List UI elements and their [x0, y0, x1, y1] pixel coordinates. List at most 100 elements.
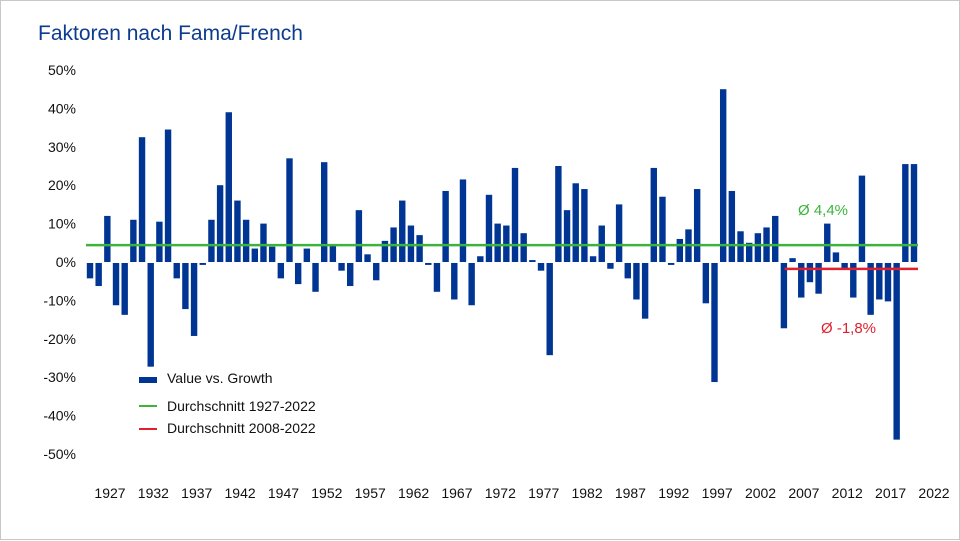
- bar-1976: [511, 167, 519, 262]
- bar-1974: [494, 223, 501, 262]
- bar-1929: [104, 215, 111, 262]
- bar-1928: [95, 263, 102, 287]
- bar-1954: [320, 162, 328, 262]
- bar-1972: [477, 256, 484, 262]
- bar-1987: [607, 263, 614, 269]
- bar-2008: [789, 258, 796, 262]
- bar-2016: [858, 175, 866, 262]
- bar-2006: [772, 215, 779, 262]
- bar-1983: [572, 183, 579, 262]
- bar-1997: [693, 189, 701, 262]
- x-tick-label: 1947: [268, 485, 299, 501]
- y-axis: 50% 40% 30% 20% 10% 0% -10% -20% -30% -40% -50%: [43, 62, 76, 462]
- bar-1946: [251, 248, 258, 262]
- bar-2000: [719, 89, 727, 262]
- bar-1982: [563, 210, 571, 262]
- bar-1955: [329, 244, 337, 262]
- bar-2015: [850, 263, 857, 298]
- legend-label-avg-recent: Durchschnitt 2008-2022: [167, 420, 316, 436]
- bar-1968: [442, 190, 449, 262]
- x-tick-label: 2022: [918, 485, 949, 501]
- bar-1958: [355, 210, 363, 262]
- bar-1981: [555, 166, 562, 262]
- x-tick-label: 1977: [528, 485, 559, 501]
- bar-2018: [876, 263, 883, 300]
- bar-1951: [294, 263, 302, 285]
- y-tick-label: -50%: [43, 446, 76, 462]
- bar-1969: [451, 263, 458, 300]
- bar-1953: [312, 263, 319, 292]
- y-tick-label: 30%: [48, 139, 76, 155]
- bar-1994: [667, 263, 675, 265]
- x-tick-label: 1952: [311, 485, 342, 501]
- bar-1931: [121, 263, 128, 315]
- bar-1947: [260, 223, 267, 262]
- bar-1985: [589, 256, 597, 262]
- bar-1934: [147, 263, 154, 367]
- bar-2009: [798, 263, 805, 298]
- bar-1937: [173, 263, 180, 279]
- x-tick-label: 2012: [832, 485, 863, 501]
- bar-2002: [737, 231, 744, 262]
- x-tick-label: 1962: [398, 485, 429, 501]
- bar-1956: [338, 263, 345, 271]
- bar-1991: [641, 263, 649, 319]
- y-tick-label: 20%: [48, 177, 76, 193]
- x-tick-label: 1967: [441, 485, 472, 501]
- bar-2003: [746, 242, 753, 262]
- x-tick-label: 1987: [615, 485, 646, 501]
- bar-1942: [216, 185, 224, 262]
- bar-1979: [537, 263, 545, 271]
- legend-label-value-vs-growth: Value vs. Growth: [167, 370, 273, 386]
- avg-label-1927-2022: Ø 4,4%: [798, 202, 848, 219]
- bar-1999: [711, 263, 718, 383]
- bar-1943: [225, 112, 232, 263]
- y-tick-label: 0%: [56, 254, 76, 270]
- bar-1998: [702, 263, 710, 304]
- avg-label-2008-2022: Ø -1,8%: [821, 320, 876, 337]
- bar-1965: [416, 235, 423, 262]
- bar-1995: [676, 238, 684, 262]
- bar-1932: [130, 219, 137, 262]
- bar-1977: [520, 233, 527, 262]
- bar-1971: [468, 263, 475, 306]
- bar-1964: [407, 225, 415, 262]
- x-tick-label: 1992: [658, 485, 689, 501]
- bar-1949: [277, 263, 285, 279]
- bar-1950: [286, 158, 293, 262]
- bar-1963: [399, 200, 406, 262]
- bar-1948: [268, 246, 276, 262]
- bar-1989: [624, 263, 631, 279]
- bar-1941: [208, 219, 215, 262]
- bar-1980: [546, 263, 553, 356]
- y-tick-label: 40%: [48, 100, 76, 116]
- bar-1961: [381, 240, 389, 262]
- y-tick-label: 10%: [48, 216, 76, 232]
- bar-1988: [615, 204, 623, 262]
- bar-1938: [182, 263, 189, 310]
- x-tick-label: 1932: [138, 485, 169, 501]
- y-tick-label: -20%: [43, 331, 76, 347]
- x-tick-label: 2017: [875, 485, 906, 501]
- bar-2017: [867, 263, 874, 315]
- x-tick-label: 1937: [181, 485, 212, 501]
- x-tick-label: 2002: [745, 485, 776, 501]
- bar-1978: [529, 260, 536, 262]
- bar-2012: [824, 223, 831, 262]
- bar-2021: [902, 164, 909, 262]
- bar-2001: [728, 190, 736, 262]
- bar-1933: [138, 137, 146, 262]
- bar-2022: [910, 164, 918, 262]
- bar-2007: [780, 263, 788, 329]
- x-tick-label: 1997: [702, 485, 733, 501]
- bar-1967: [433, 263, 441, 292]
- x-tick-label: 1982: [571, 485, 602, 501]
- y-tick-label: -10%: [43, 292, 76, 308]
- bar-1970: [459, 179, 467, 262]
- bar-2020: [893, 263, 900, 440]
- x-tick-label: 1927: [94, 485, 125, 501]
- bar-1986: [598, 225, 605, 262]
- bar-2013: [832, 252, 840, 262]
- bar-1992: [650, 167, 657, 262]
